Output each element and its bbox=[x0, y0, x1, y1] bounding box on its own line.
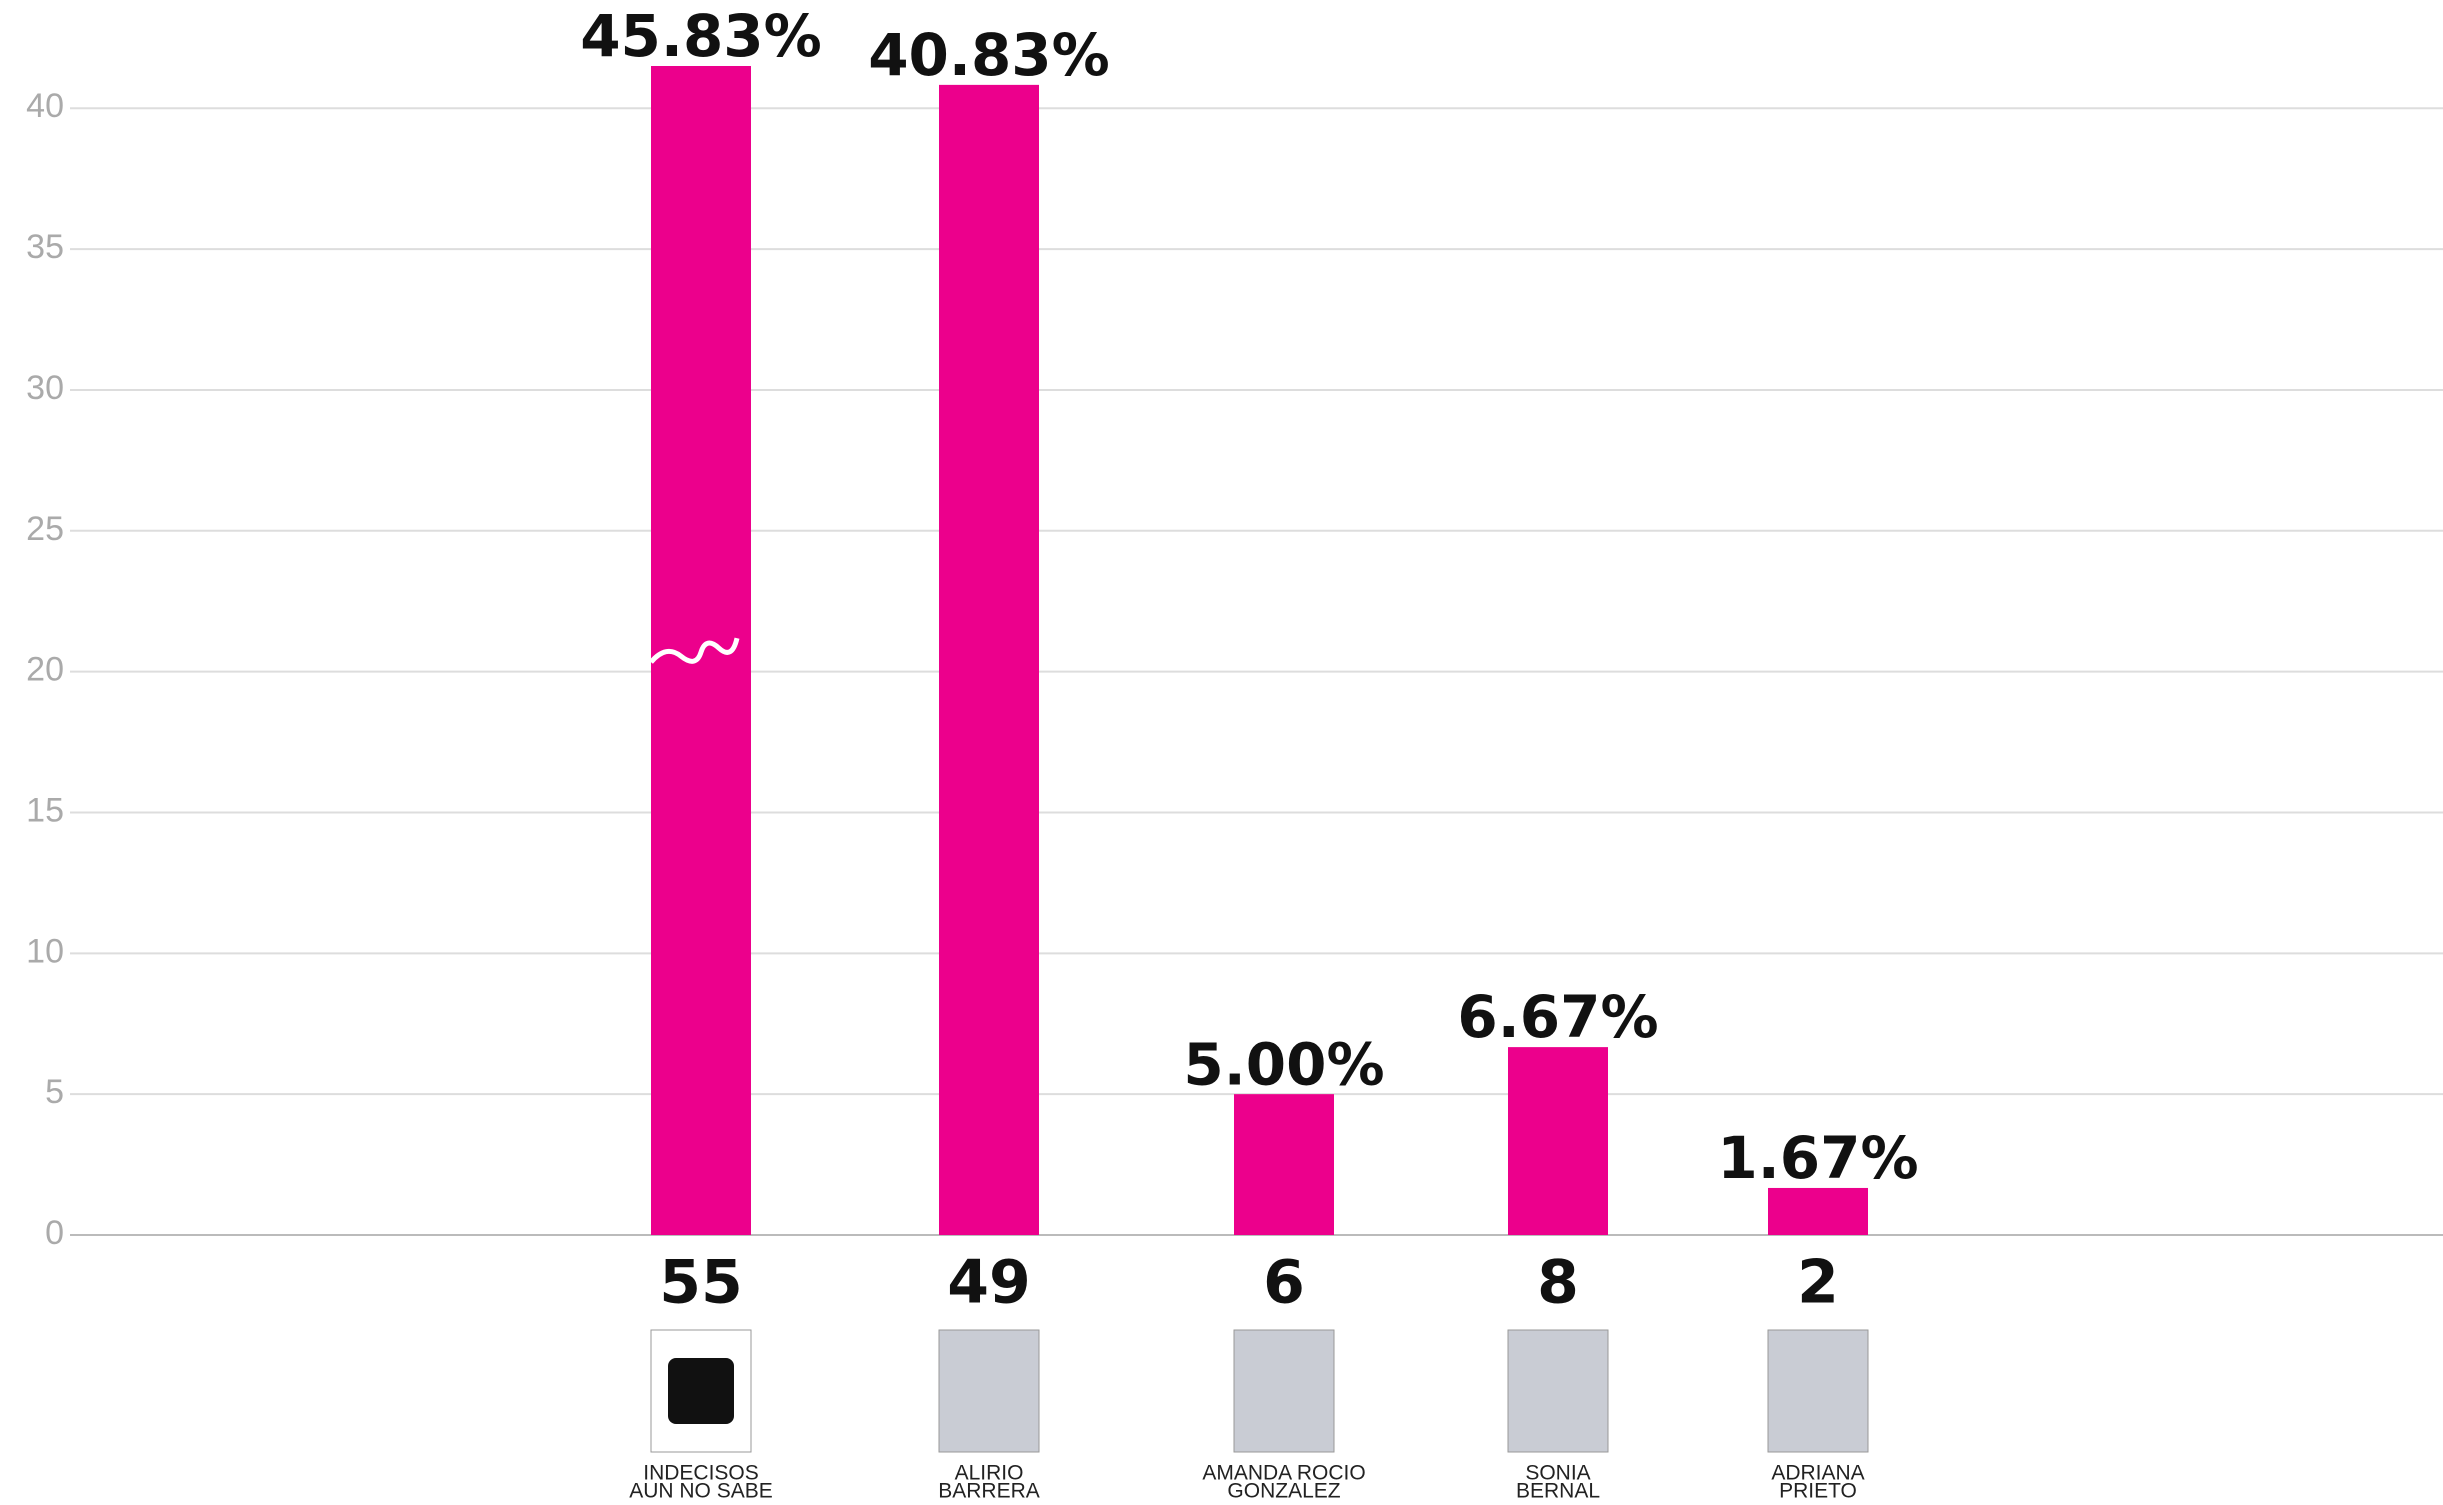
x-tick-label: AMANDA ROCIO bbox=[1202, 1462, 1365, 1485]
bar bbox=[1508, 1047, 1608, 1235]
x-tick-label: INDECISOS bbox=[643, 1462, 759, 1485]
x-tick-label: BERNAL bbox=[1516, 1480, 1600, 1503]
y-tick-label: 15 bbox=[26, 791, 64, 829]
candidate-photo bbox=[1767, 1329, 1869, 1453]
x-tick-label: PRIETO bbox=[1779, 1480, 1857, 1503]
y-tick-label: 40 bbox=[26, 87, 64, 125]
axis-break bbox=[649, 637, 740, 664]
count-label: 2 bbox=[1797, 1248, 1839, 1318]
value-label: 5.00% bbox=[1183, 1030, 1384, 1098]
count-label: 49 bbox=[947, 1248, 1031, 1318]
x-tick-label: GONZALEZ bbox=[1227, 1480, 1340, 1503]
candidate-photo bbox=[1507, 1329, 1609, 1453]
x-tick-label: AUN NO SABE bbox=[629, 1480, 773, 1503]
candidate-photo bbox=[938, 1329, 1040, 1453]
count-label: 6 bbox=[1263, 1248, 1305, 1318]
count-label: 8 bbox=[1537, 1248, 1579, 1318]
bar bbox=[1768, 1187, 1868, 1235]
y-tick-label: 35 bbox=[26, 228, 64, 266]
y-tick-label: 25 bbox=[26, 510, 64, 548]
x-tick-label: ALIRIO bbox=[955, 1462, 1024, 1485]
bar bbox=[939, 84, 1039, 1235]
logo bbox=[668, 1358, 734, 1424]
value-label: 1.67% bbox=[1717, 1124, 1918, 1192]
y-tick-label: 0 bbox=[45, 1214, 64, 1252]
bar bbox=[1234, 1094, 1334, 1235]
y-tick-label: 20 bbox=[26, 651, 64, 689]
y-tick-label: 10 bbox=[26, 932, 64, 970]
value-label: 40.83% bbox=[868, 21, 1110, 89]
candidate-photo bbox=[1233, 1329, 1335, 1453]
x-tick-label: BARRERA bbox=[938, 1480, 1040, 1503]
x-tick-label: ADRIANA bbox=[1771, 1462, 1864, 1485]
y-tick-label: 30 bbox=[26, 369, 64, 407]
count-label: 55 bbox=[659, 1248, 743, 1318]
x-tick-label: SONIA bbox=[1525, 1462, 1590, 1485]
value-label: 45.83% bbox=[580, 2, 822, 70]
value-label: 6.67% bbox=[1457, 983, 1658, 1051]
y-tick-label: 5 bbox=[45, 1073, 64, 1111]
